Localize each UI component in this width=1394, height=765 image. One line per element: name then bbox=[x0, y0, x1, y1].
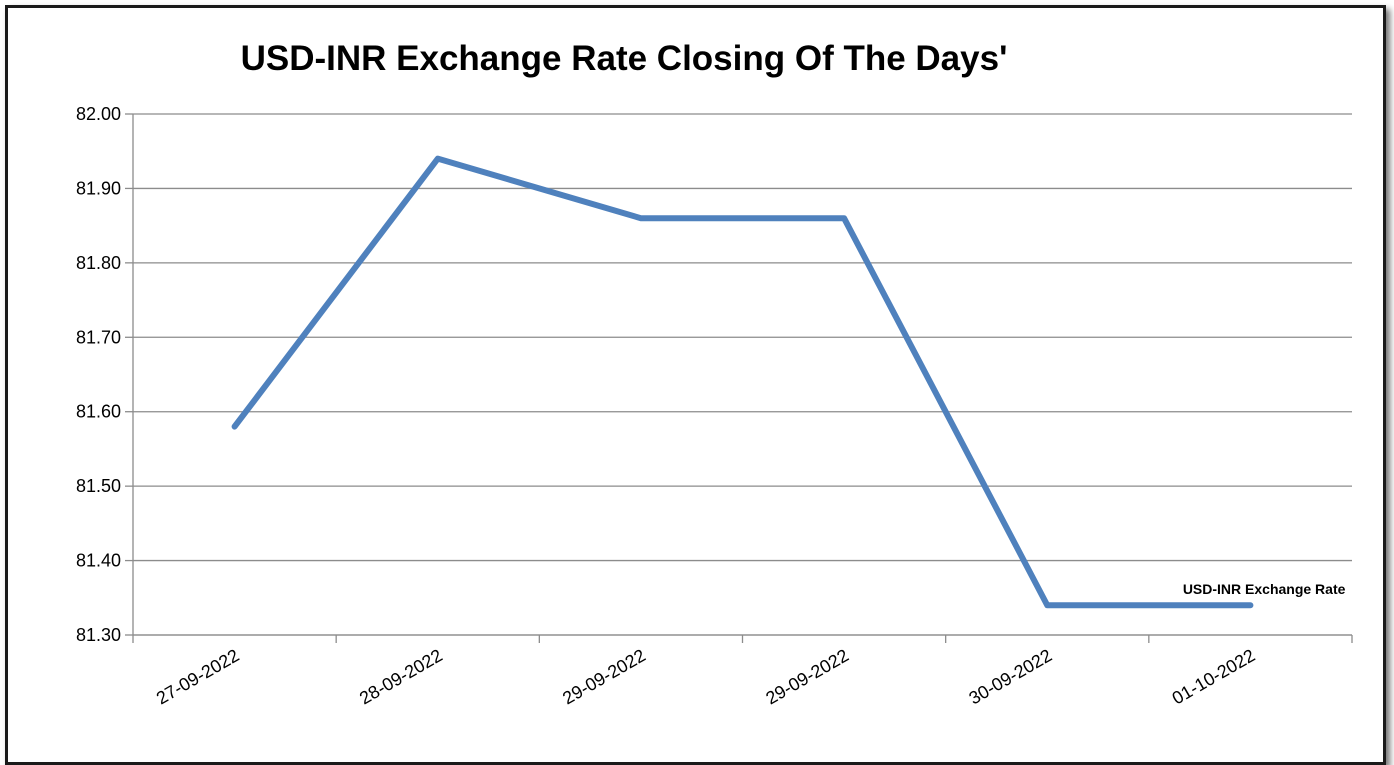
x-tick-label: 29-09-2022 bbox=[559, 645, 649, 708]
y-tick-label: 81.90 bbox=[76, 178, 121, 198]
series-group: USD-INR Exchange Rate bbox=[235, 159, 1346, 606]
y-tick-label: 82.00 bbox=[76, 104, 121, 124]
x-tick-label: 30-09-2022 bbox=[966, 645, 1056, 708]
x-tick-label: 29-09-2022 bbox=[762, 645, 852, 708]
y-tick-label: 81.30 bbox=[76, 625, 121, 645]
chart-title: USD-INR Exchange Rate Closing Of The Day… bbox=[241, 39, 1008, 78]
gridlines bbox=[133, 114, 1352, 635]
y-tick-label: 81.50 bbox=[76, 476, 121, 496]
x-tick-label: 01-10-2022 bbox=[1169, 645, 1259, 708]
x-tick-label: 27-09-2022 bbox=[153, 645, 243, 708]
y-tick-label: 81.80 bbox=[76, 253, 121, 273]
series-line bbox=[235, 159, 1251, 606]
y-tick-label: 81.60 bbox=[76, 402, 121, 422]
y-tick-label: 81.70 bbox=[76, 327, 121, 347]
y-tick-label: 81.40 bbox=[76, 551, 121, 571]
x-axis: 27-09-2022 28-09-2022 29-09-2022 29-09-2022… bbox=[133, 635, 1352, 709]
x-tick-label: 28-09-2022 bbox=[356, 645, 446, 708]
series-label: USD-INR Exchange Rate bbox=[1183, 581, 1346, 597]
y-axis: 82.00 81.90 81.80 81.70 81.60 81.50 81.40 81.30 bbox=[76, 104, 133, 645]
